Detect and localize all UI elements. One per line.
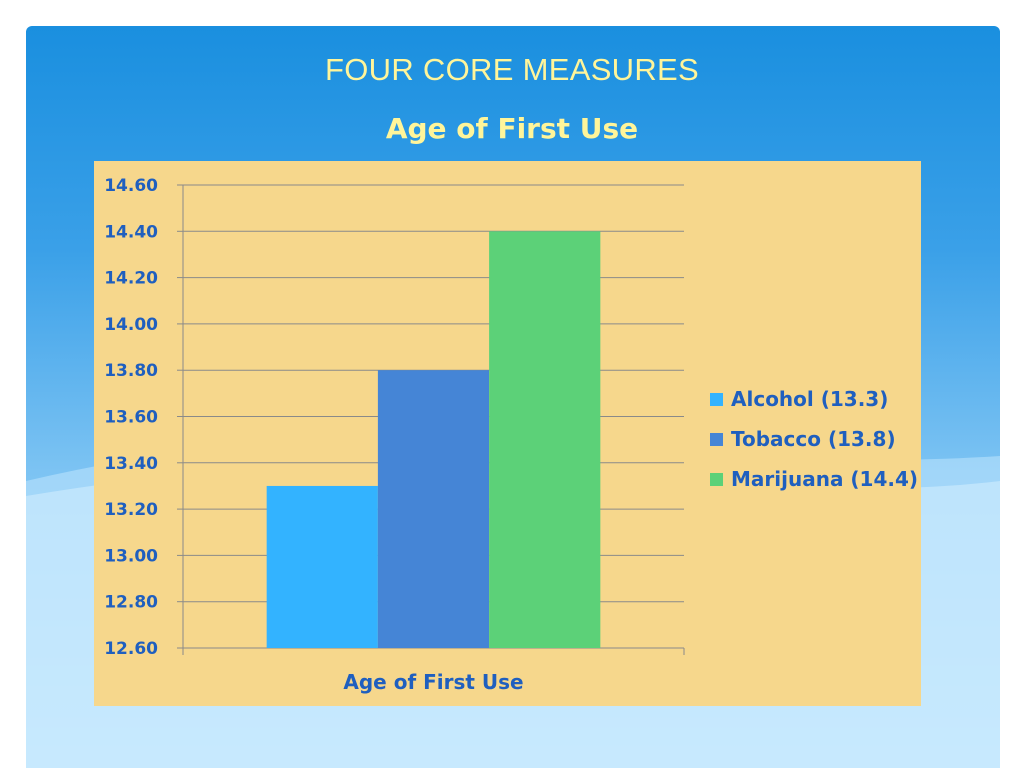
legend-item: Marijuana (14.4) xyxy=(710,459,918,499)
y-tick-label: 14.20 xyxy=(104,269,158,289)
chart-legend: Alcohol (13.3) Tobacco (13.8) Marijuana (1… xyxy=(710,379,918,499)
legend-swatch xyxy=(710,392,723,406)
x-category-label: Age of First Use xyxy=(343,670,523,694)
y-tick-label: 14.60 xyxy=(104,176,158,196)
y-tick-label: 14.00 xyxy=(104,315,158,335)
bar-marijuana xyxy=(489,231,601,649)
legend-item: Tobacco (13.8) xyxy=(710,419,918,459)
legend-label: Marijuana (14.4) xyxy=(731,467,919,491)
y-tick-label: 13.20 xyxy=(104,500,158,520)
slide-title: FOUR CORE MEASURES xyxy=(325,52,699,87)
y-tick-label: 13.60 xyxy=(104,408,158,428)
y-tick-label: 12.80 xyxy=(104,593,158,613)
legend-label: Alcohol (13.3) xyxy=(731,387,889,411)
legend-label: Tobacco (13.8) xyxy=(731,427,896,451)
bar-chart: 12.60 12.80 13.00 13.20 13.40 13.60 13.80 14.00… xyxy=(104,176,685,694)
y-tick-label: 12.60 xyxy=(104,639,158,659)
slide-subtitle: Age of First Use xyxy=(385,112,639,145)
legend-item: Alcohol (13.3) xyxy=(710,379,918,419)
y-tick-label: 13.40 xyxy=(104,454,158,474)
legend-swatch xyxy=(710,432,723,446)
legend-swatch xyxy=(710,472,723,486)
y-tick-label: 13.00 xyxy=(104,546,158,566)
chart-area: 12.60 12.80 13.00 13.20 13.40 13.60 13.80 14.00… xyxy=(94,161,921,706)
y-tick-label: 13.80 xyxy=(104,361,158,381)
bar-tobacco xyxy=(377,370,490,648)
y-tick-label: 14.40 xyxy=(104,222,158,242)
bar-alcohol xyxy=(266,485,378,648)
